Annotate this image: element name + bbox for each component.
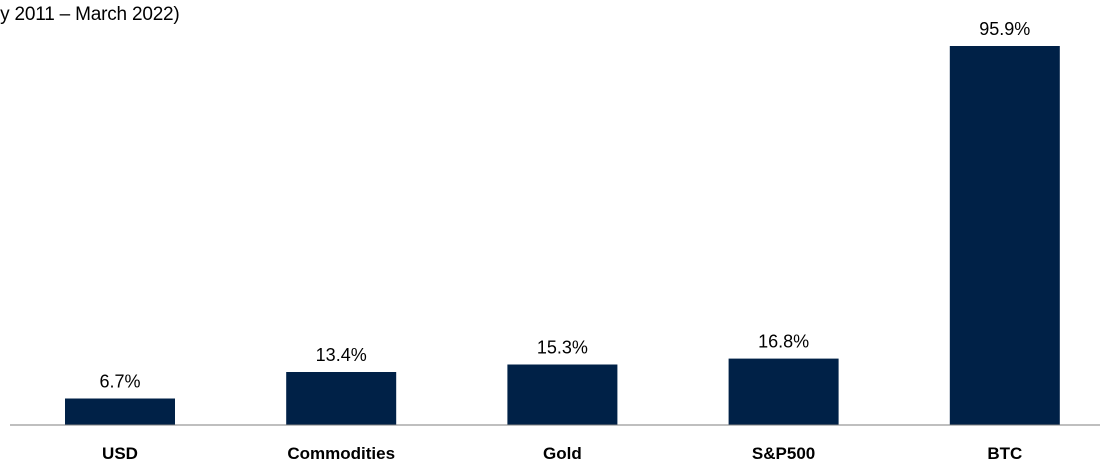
bar-4 [949,46,1060,425]
bar-1 [286,372,397,425]
data-label-4: 95.9% [979,19,1030,39]
category-label-1: Commodities [287,444,395,461]
bar-0 [65,398,175,425]
category-labels-group: USD Commodities Gold S&P500 BTC [102,444,1022,461]
category-label-3: S&P500 [752,444,815,461]
data-label-0: 6.7% [99,372,140,392]
bar-2 [507,364,618,425]
data-label-1: 13.4% [316,345,367,365]
data-labels-group: 6.7% 13.4% 15.3% 16.8% 95.9% [99,19,1030,392]
bars-group [65,46,1060,425]
category-label-2: Gold [543,444,582,461]
data-label-2: 15.3% [537,338,588,358]
bar-3 [728,358,839,425]
category-label-0: USD [102,444,138,461]
chart-title: ry 2011 – March 2022) [0,4,180,25]
data-label-3: 16.8% [758,332,809,352]
category-label-4: BTC [987,444,1022,461]
